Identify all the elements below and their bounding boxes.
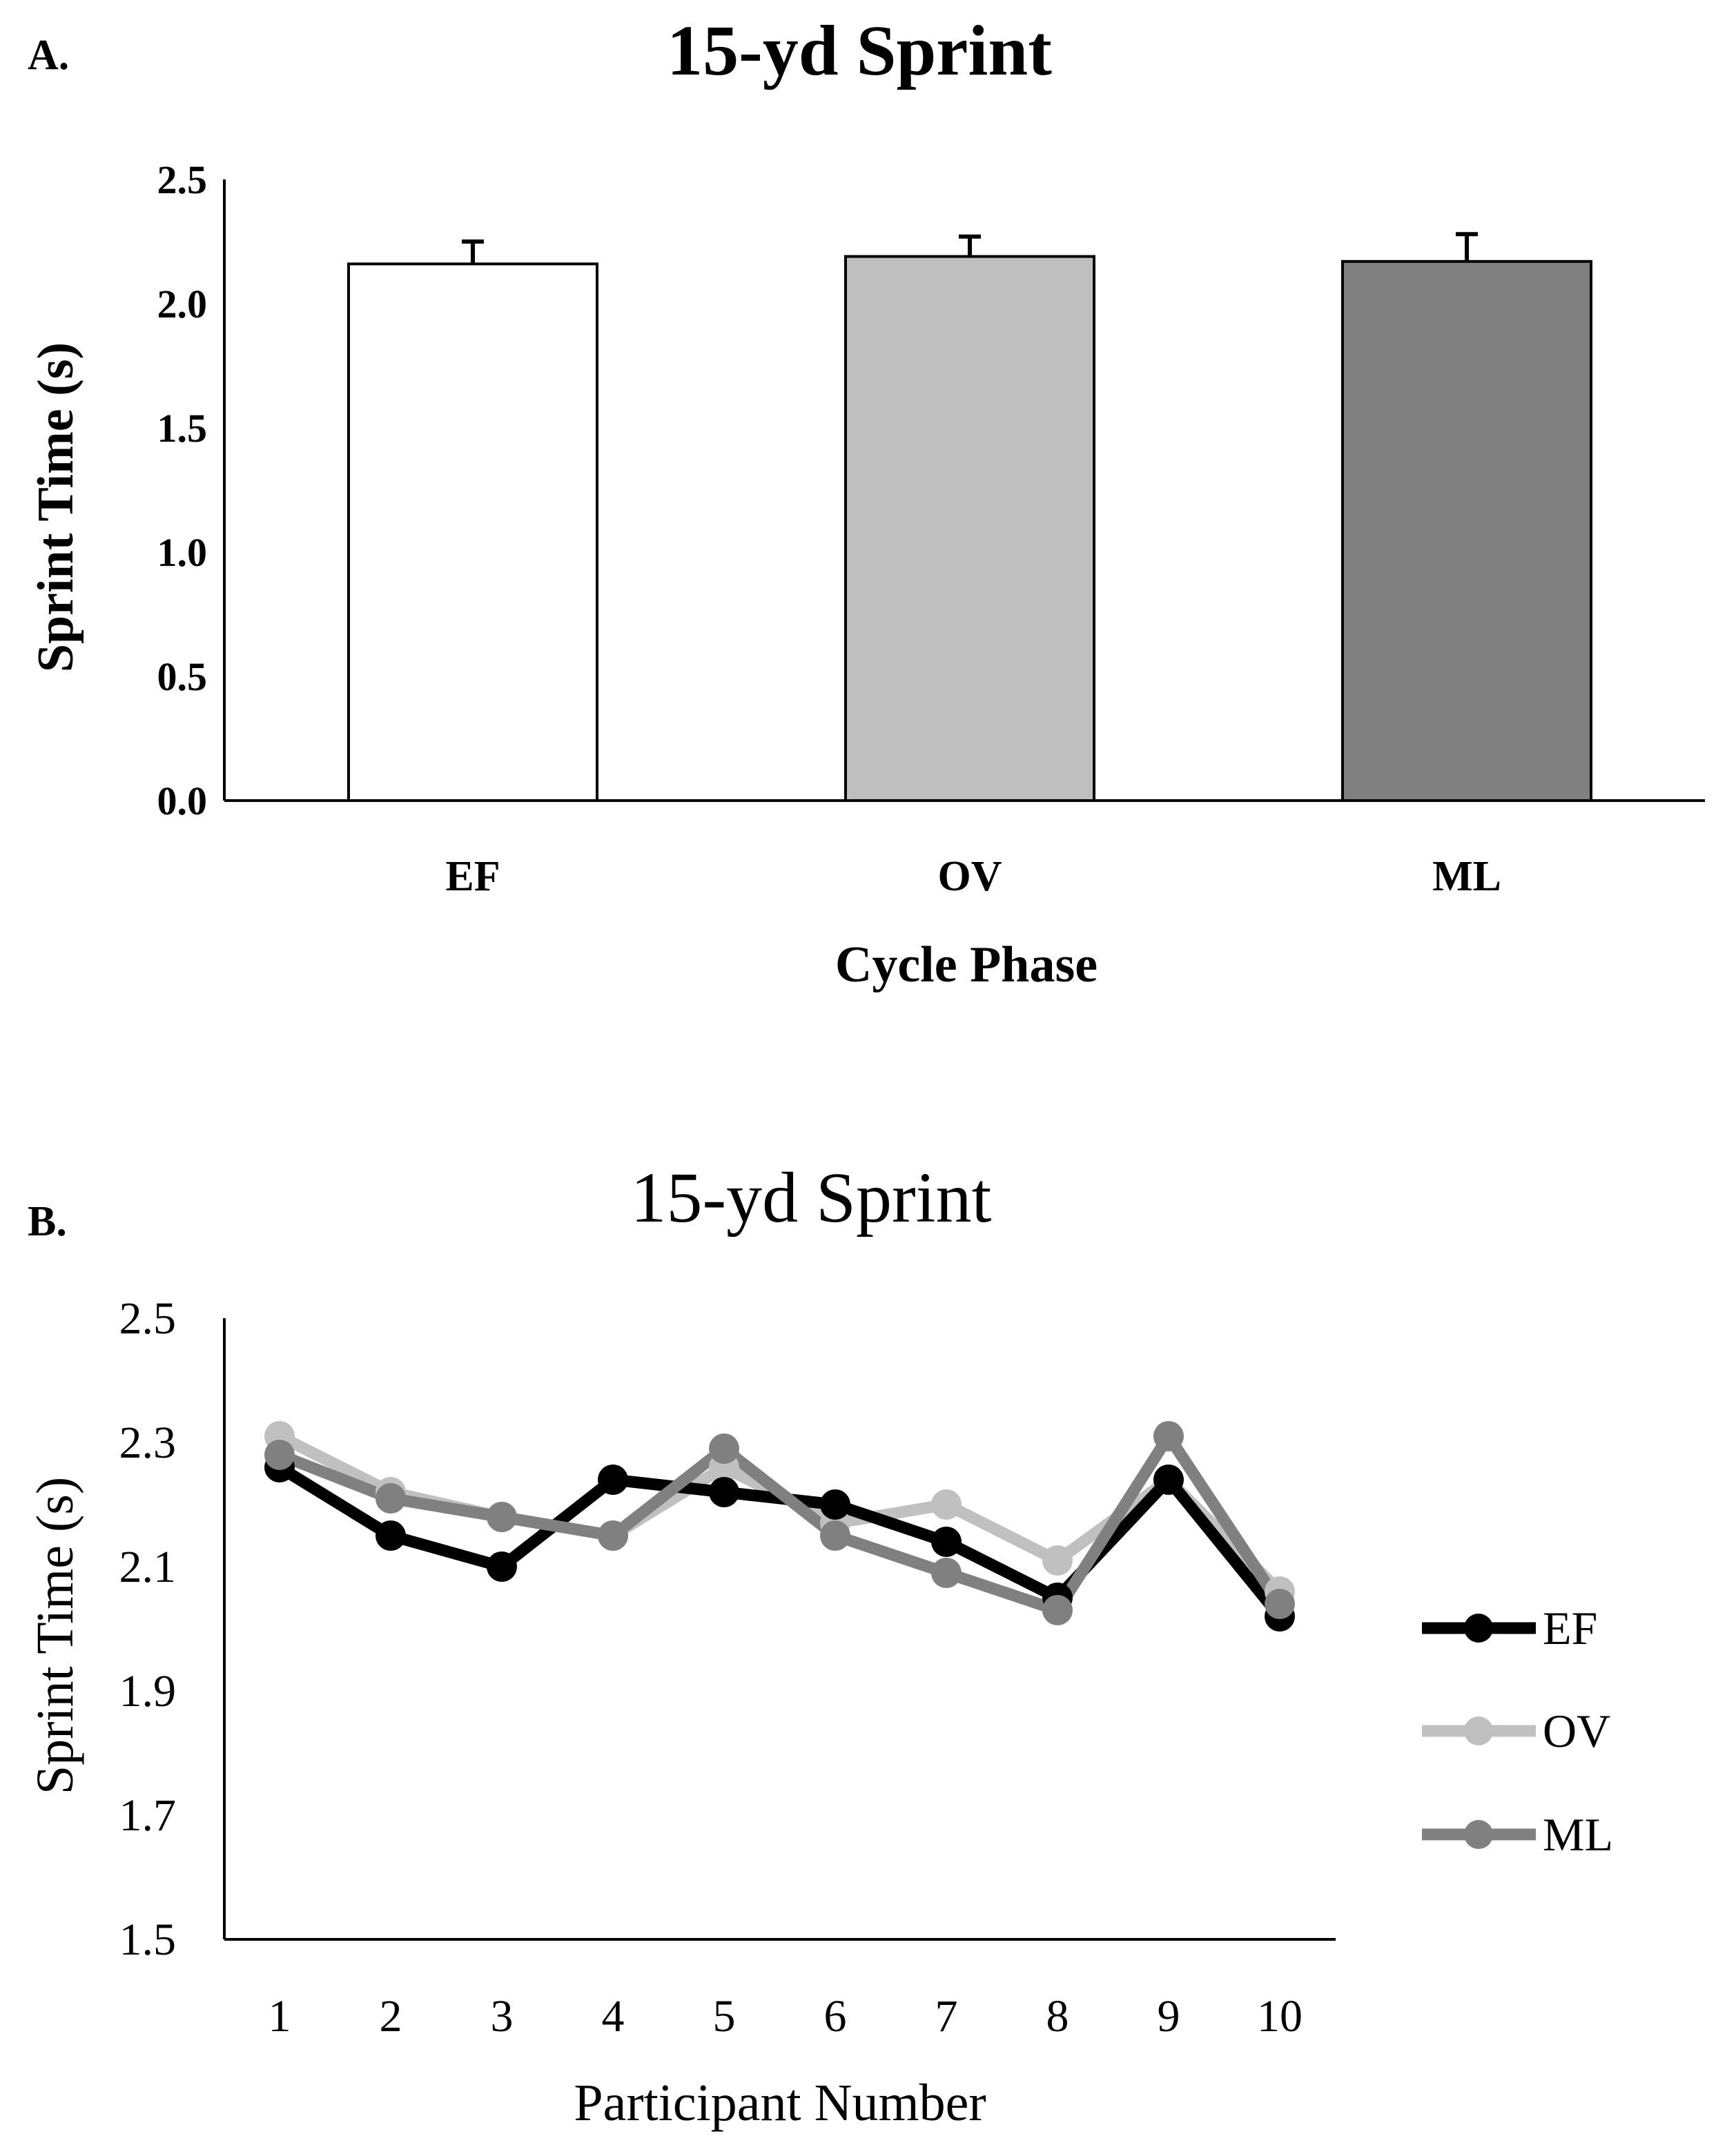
legend-entry-ov: OV	[1422, 1705, 1610, 1757]
data-point-ml	[598, 1520, 628, 1551]
legend-swatch-marker	[1464, 1614, 1493, 1643]
y-tick-label: 1.0	[157, 530, 208, 575]
panel-b: B. 15-yd Sprint 1.5 1.7 1.9 2.1 2.3 2.5 …	[26, 1158, 1613, 2132]
legend-label: ML	[1543, 1808, 1613, 1861]
x-tick-label: 5	[713, 1991, 736, 2042]
data-point-ml	[1153, 1421, 1184, 1451]
panel-b-y-tick-labels: 1.5 1.7 1.9 2.1 2.3 2.5	[119, 1293, 177, 1965]
data-point-ef	[931, 1527, 962, 1557]
y-tick-label: 1.7	[119, 1790, 177, 1841]
data-point-ef	[376, 1520, 406, 1551]
x-tick-label-ml: ML	[1432, 853, 1501, 900]
x-tick-label: 8	[1046, 1991, 1069, 2042]
data-point-ml	[1042, 1595, 1073, 1625]
data-point-ef	[487, 1551, 517, 1582]
panel-a-bars	[347, 255, 1592, 803]
legend-swatch-marker	[1464, 1820, 1493, 1849]
y-tick-label: 2.1	[119, 1542, 177, 1592]
x-tick-label: 2	[380, 1991, 402, 2042]
data-point-ml	[820, 1520, 850, 1551]
y-tick-label: 1.5	[119, 1915, 177, 1965]
x-tick-label: 6	[824, 1991, 847, 2042]
panel-b-series-markers	[264, 1421, 1295, 1632]
panel-a-y-axis-label: Sprint Time (s)	[28, 342, 84, 672]
data-point-ov	[931, 1489, 962, 1520]
y-tick-label: 0.5	[157, 654, 208, 699]
x-tick-label: 7	[935, 1991, 958, 2042]
legend-entry-ef: EF	[1422, 1602, 1597, 1654]
y-tick-label: 2.3	[119, 1418, 177, 1468]
y-tick-label: 2.0	[157, 282, 208, 326]
panel-a-label: A.	[28, 32, 69, 79]
panel-b-series-lines	[273, 1430, 1286, 1623]
x-tick-label: 9	[1158, 1991, 1180, 2042]
panel-b-label: B.	[28, 1198, 67, 1245]
legend-label: EF	[1543, 1602, 1597, 1654]
x-tick-label: 3	[491, 1991, 514, 2042]
legend-entry-ml: ML	[1422, 1808, 1613, 1861]
panel-a-x-tick-labels: EF OV ML	[445, 853, 1501, 900]
x-tick-label: 4	[602, 1991, 625, 2042]
panel-a-y-tick-labels: 0.0 0.5 1.0 1.5 2.0 2.5	[157, 157, 208, 823]
panel-b-x-tick-labels: 1 2 3 4 5 6 7 8 9 10	[269, 1991, 1303, 2042]
data-point-ef	[598, 1465, 628, 1495]
legend-swatch-marker	[1464, 1716, 1493, 1745]
data-point-ov	[1042, 1545, 1073, 1576]
series-line-ml	[273, 1430, 1286, 1616]
y-tick-label: 2.5	[157, 157, 208, 202]
data-point-ml	[709, 1433, 739, 1464]
panel-a-title: 15-yd Sprint	[667, 11, 1052, 90]
panel-a-x-axis-label: Cycle Phase	[835, 937, 1098, 993]
data-point-ml	[487, 1502, 517, 1532]
panel-b-title: 15-yd Sprint	[631, 1158, 992, 1237]
x-tick-label: 10	[1257, 1991, 1303, 2042]
data-point-ml	[1265, 1589, 1295, 1619]
data-point-ef	[1153, 1465, 1184, 1495]
y-tick-label: 2.5	[119, 1293, 177, 1344]
y-tick-label: 1.5	[157, 406, 208, 451]
x-tick-label-ov: OV	[938, 853, 1002, 900]
x-tick-label: 1	[269, 1991, 291, 2042]
data-point-ef	[709, 1477, 739, 1507]
data-point-ml	[376, 1483, 406, 1514]
x-tick-label-ef: EF	[445, 853, 500, 900]
y-tick-label: 0.0	[157, 779, 208, 823]
data-point-ef	[820, 1489, 850, 1520]
bar-ml	[1341, 260, 1592, 802]
panel-a: A. 15-yd Sprint 0.0 0.5 1.0 1.5 2.0 2.5 …	[28, 11, 1705, 993]
y-tick-label: 1.9	[119, 1666, 177, 1716]
bar-ef	[347, 262, 598, 802]
panel-b-y-axis-label: Sprint Time (s)	[26, 1477, 84, 1794]
data-point-ml	[264, 1440, 295, 1470]
bar-ov	[844, 255, 1095, 803]
panel-b-legend: EF OV ML	[1422, 1602, 1613, 1861]
panel-b-x-axis-label: Participant Number	[574, 2074, 986, 2132]
data-point-ml	[931, 1558, 962, 1588]
legend-label: OV	[1543, 1705, 1610, 1757]
